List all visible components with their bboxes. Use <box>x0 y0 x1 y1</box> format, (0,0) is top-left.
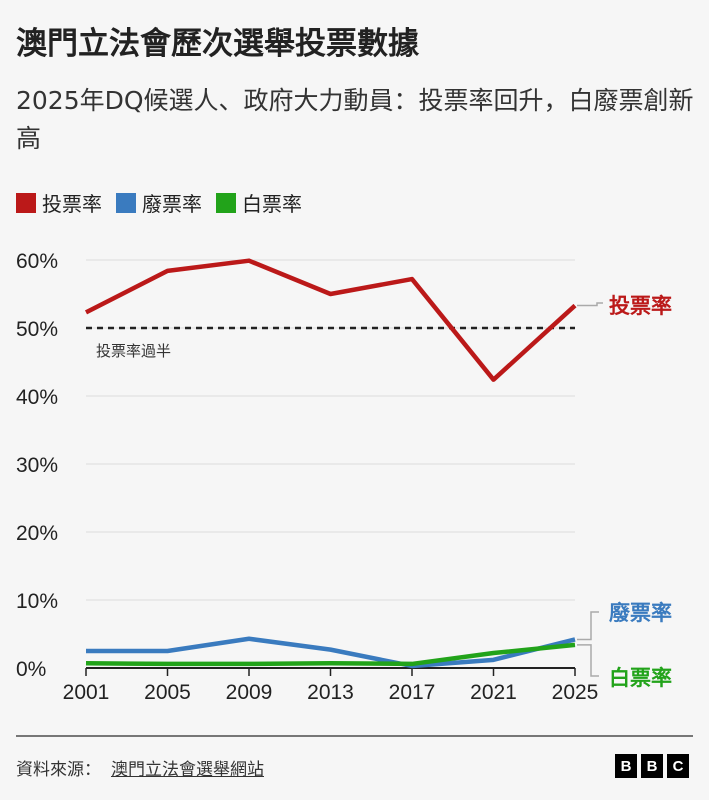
series-label-turnout: 投票率 <box>609 294 672 318</box>
label-connector <box>577 302 603 307</box>
chart-title: 澳門立法會歷次選舉投票數據 <box>16 26 419 62</box>
chart-subtitle: 2025年DQ候選人、政府大力動員：投票率回升，白廢票創新高 <box>16 86 694 153</box>
source: 資料來源： 澳門立法會選舉網站 <box>16 755 264 780</box>
legend-label: 投票率 <box>42 192 102 216</box>
legend-swatch <box>16 192 36 213</box>
legend-label: 白票率 <box>242 192 302 216</box>
x-tick-label: 2005 <box>144 681 191 704</box>
x-tick-label: 2021 <box>470 681 517 704</box>
y-tick-label: 50% <box>16 318 58 341</box>
y-tick-label: 0% <box>16 658 46 681</box>
legend-swatch <box>116 192 136 213</box>
series-line-blank <box>85 642 576 667</box>
legend-label: 廢票率 <box>142 192 202 216</box>
y-tick-label: 30% <box>16 454 58 477</box>
x-tick-label: 2009 <box>226 681 273 704</box>
x-tick-label: 2001 <box>63 681 110 704</box>
legend-item-invalid: 廢票率 <box>116 188 202 217</box>
source-link[interactable]: 澳門立法會選舉網站 <box>111 760 264 780</box>
series-line-turnout <box>84 258 577 382</box>
legend-swatch <box>216 192 236 213</box>
legend-item-turnout: 投票率 <box>16 188 102 217</box>
x-tick-label: 2025 <box>552 681 599 704</box>
y-tick-label: 10% <box>16 590 58 613</box>
label-connector <box>577 611 599 641</box>
series-label-invalid: 廢票率 <box>609 601 672 625</box>
source-label: 資料來源： <box>16 760 101 780</box>
series-label-blank: 白票率 <box>609 666 672 690</box>
y-tick-label: 60% <box>16 250 58 273</box>
y-tick-label: 40% <box>16 386 58 409</box>
footer-divider <box>16 735 693 737</box>
label-connector <box>577 644 599 677</box>
x-tick-label: 2013 <box>307 681 354 704</box>
reference-label: 投票率過半 <box>96 342 171 360</box>
legend-item-blank: 白票率 <box>216 188 302 217</box>
line-chart: 0% 10% 20% 30% 40% 50% 60% 投票率過半 2001 2005 2009 201… <box>16 250 672 704</box>
legend: 投票率 廢票率 白票率 <box>16 188 302 217</box>
y-tick-label: 20% <box>16 522 58 545</box>
series-line-invalid <box>86 636 576 669</box>
x-tick-label: 2017 <box>389 681 436 704</box>
